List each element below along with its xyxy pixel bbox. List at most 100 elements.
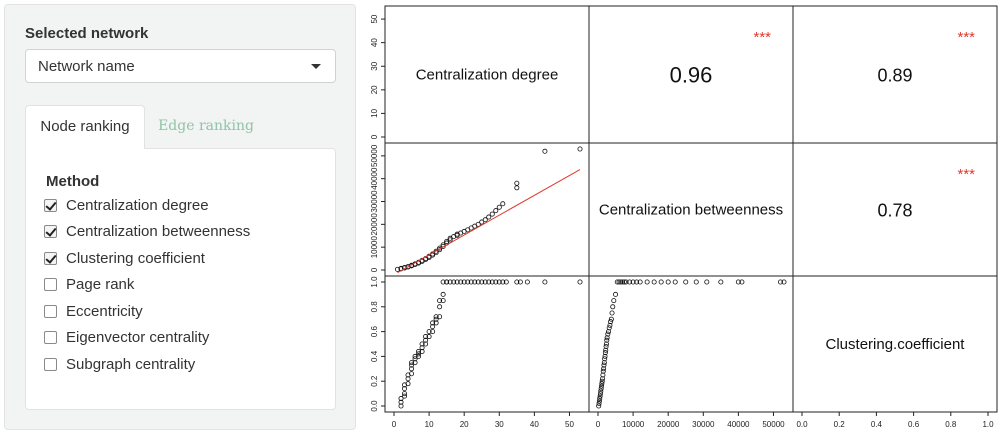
y-tick-label-centralization-betweenness-1: 10000: [370, 235, 379, 258]
scatter-point-1-58: [503, 279, 509, 285]
scatter-point-1-56: [496, 279, 502, 285]
scatter-point-2-42: [630, 279, 636, 285]
correlation-value-2: 0.78: [877, 201, 912, 221]
x-tick-label-centralization-betweenness-4: 40000: [727, 420, 750, 429]
scatter-point-1-44: [454, 279, 460, 285]
checkbox-eccentricity[interactable]: [44, 304, 57, 318]
scatter-point-1-55: [493, 279, 499, 285]
checkbox-subgraph-centrality[interactable]: [44, 357, 57, 371]
scatter-point-1-10: [409, 371, 415, 377]
scatter-point-2-1: [596, 401, 602, 407]
scatter-point-1-21: [419, 345, 425, 351]
plot-layer: Centralization degree Centralization betw…: [370, 5, 998, 429]
y-tick-label-centralization-degree-2: 20: [370, 85, 379, 94]
panel-frame-2-1: [588, 275, 794, 413]
significance-stars-1: ***: [957, 29, 975, 46]
y-tick-label-centralization-betweenness-0: 0: [370, 267, 379, 272]
scatter-point-1-12: [409, 362, 415, 368]
scatter-point-2-18: [602, 353, 608, 359]
scatter-point-2-9: [599, 381, 605, 387]
correlation-value-1: 0.89: [877, 66, 912, 86]
diagonal-label-clustering-coefficient: Clustering.coefficient: [826, 336, 966, 353]
scatter-point-2-35: [614, 279, 620, 285]
scatter-point-2-27: [606, 325, 612, 331]
checkbox-clustering-coefficient[interactable]: [44, 251, 57, 265]
scatter-point-2-54: [735, 279, 741, 285]
checkbox-centralization-betweenness[interactable]: [44, 224, 57, 238]
scatter-point-1-36: [437, 298, 443, 304]
selected-network-label: Selected network: [25, 25, 149, 42]
method-option-subgraph-centrality[interactable]: Subgraph centrality: [44, 354, 195, 374]
scatter-point-2-39: [621, 279, 627, 285]
method-title: Method: [46, 173, 100, 190]
scatter-point-0-39: [475, 221, 481, 227]
x-tick-label-clustering-coefficient-4: 0.8: [945, 420, 957, 429]
network-select[interactable]: Network name: [25, 49, 336, 83]
scatter-point-2-15: [601, 362, 607, 368]
method-option-centralization-degree[interactable]: Centralization degree: [44, 195, 209, 215]
scatter-point-1-39: [440, 279, 446, 285]
scatter-point-1-26: [426, 334, 432, 340]
scatter-point-2-7: [598, 386, 604, 392]
scatter-point-1-50: [475, 279, 481, 285]
y-tick-label-centralization-degree-4: 40: [370, 38, 379, 47]
diagonal-label-centralization-degree: Centralization degree: [416, 67, 559, 84]
scatter-point-1-13: [409, 360, 415, 366]
tab-edge-ranking[interactable]: Edge ranking: [158, 118, 254, 134]
scatter-point-1-34: [437, 314, 443, 320]
scatter-point-1-51: [479, 279, 485, 285]
scatter-point-2-12: [600, 372, 606, 378]
scatter-point-0-40: [479, 219, 485, 225]
checkbox-page-rank[interactable]: [44, 277, 57, 291]
scatter-point-1-14: [412, 360, 418, 366]
checkbox-eigenvector-centrality[interactable]: [44, 330, 57, 344]
scatter-point-2-43: [634, 279, 640, 285]
scatter-point-0-25: [440, 243, 446, 249]
scatter-point-2-48: [665, 279, 671, 285]
scatter-point-1-62: [542, 279, 548, 285]
scatter-point-1-47: [465, 279, 471, 285]
scatter-point-1-15: [412, 356, 418, 362]
scatter-point-1-43: [451, 279, 457, 285]
method-label: Eigenvector centrality: [66, 328, 210, 346]
x-tick-label-centralization-betweenness-3: 30000: [692, 420, 715, 429]
scatter-point-2-11: [600, 376, 606, 382]
x-tick-label-centralization-betweenness-1: 10000: [622, 420, 645, 429]
method-option-eccentricity[interactable]: Eccentricity: [44, 301, 143, 321]
method-option-page-rank[interactable]: Page rank: [44, 274, 134, 294]
x-tick-label-clustering-coefficient-0: 0.0: [796, 420, 808, 429]
y-tick-label-centralization-degree-1: 10: [370, 108, 379, 117]
scatter-point-1-28: [430, 329, 436, 335]
scatter-point-1-29: [430, 324, 436, 330]
method-label: Subgraph centrality: [66, 355, 196, 373]
y-tick-label-clustering-coefficient-5: 1.0: [370, 276, 379, 288]
scatter-point-0-44: [493, 208, 499, 214]
scatter-point-2-17: [602, 356, 608, 362]
scatter-point-1-52: [482, 279, 488, 285]
scatter-point-2-34: [613, 291, 619, 297]
panel-frame-2-2: [792, 275, 998, 413]
scatter-point-1-45: [458, 279, 464, 285]
scatter-point-1-35: [437, 304, 443, 310]
scatter-point-0-50: [577, 146, 583, 152]
scatter-point-2-13: [600, 368, 606, 374]
scatter-point-2-57: [781, 279, 787, 285]
network-select-value: Network name: [38, 58, 135, 75]
tab-node-ranking[interactable]: Node ranking: [25, 105, 145, 149]
scatter-point-2-50: [683, 279, 689, 285]
x-tick-label-centralization-betweenness-5: 50000: [762, 420, 785, 429]
scatter-point-1-53: [486, 279, 492, 285]
significance-stars-0: ***: [753, 29, 771, 46]
method-option-eigenvector-centrality[interactable]: Eigenvector centrality: [44, 327, 209, 347]
scatter-point-1-46: [461, 279, 467, 285]
method-label: Centralization betweenness: [66, 222, 251, 240]
checkbox-centralization-degree[interactable]: [44, 198, 57, 212]
scatter-point-1-54: [489, 279, 495, 285]
scatter-point-2-44: [637, 279, 643, 285]
method-option-clustering-coefficient[interactable]: Clustering coefficient: [44, 248, 205, 268]
method-option-centralization-betweenness[interactable]: Centralization betweenness: [44, 221, 250, 241]
x-tick-label-centralization-degree-4: 40: [530, 420, 539, 429]
scatter-point-1-31: [433, 320, 439, 326]
scatter-point-0-47: [514, 185, 520, 191]
scatter-point-2-14: [601, 366, 607, 372]
